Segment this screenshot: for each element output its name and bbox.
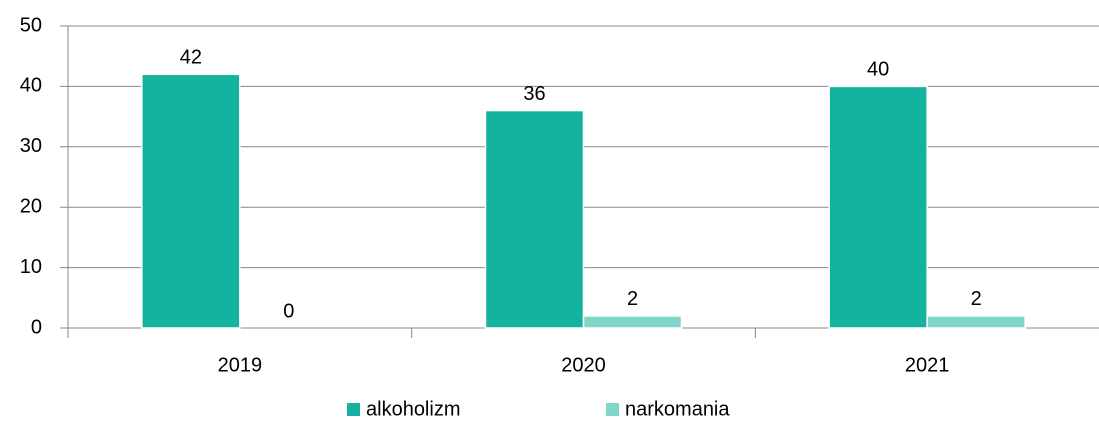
- bar: [484, 109, 585, 329]
- data-label: 2: [627, 288, 638, 310]
- data-label: 36: [523, 83, 545, 105]
- data-label: 0: [283, 300, 294, 322]
- legend-swatch: [347, 403, 360, 416]
- legend-label: narkomania: [625, 398, 730, 420]
- bar: [141, 73, 241, 329]
- y-tick-label: 30: [20, 135, 42, 157]
- legend-swatch: [606, 403, 619, 416]
- data-label: 42: [180, 47, 202, 69]
- y-tick-label: 10: [20, 256, 42, 278]
- x-tick-label: 2019: [218, 354, 263, 376]
- y-tick-label: 0: [31, 316, 42, 338]
- data-label: 2: [971, 288, 982, 310]
- data-label: 40: [867, 59, 889, 81]
- bar: [828, 85, 928, 329]
- y-tick-label: 40: [20, 75, 42, 97]
- legend-label: alkoholizm: [366, 398, 460, 420]
- y-tick-label: 50: [20, 14, 42, 36]
- x-tick-label: 2020: [561, 354, 606, 376]
- bar: [582, 315, 683, 329]
- bar: [926, 315, 1026, 329]
- y-tick-label: 20: [20, 195, 42, 217]
- x-tick-label: 2021: [905, 354, 950, 376]
